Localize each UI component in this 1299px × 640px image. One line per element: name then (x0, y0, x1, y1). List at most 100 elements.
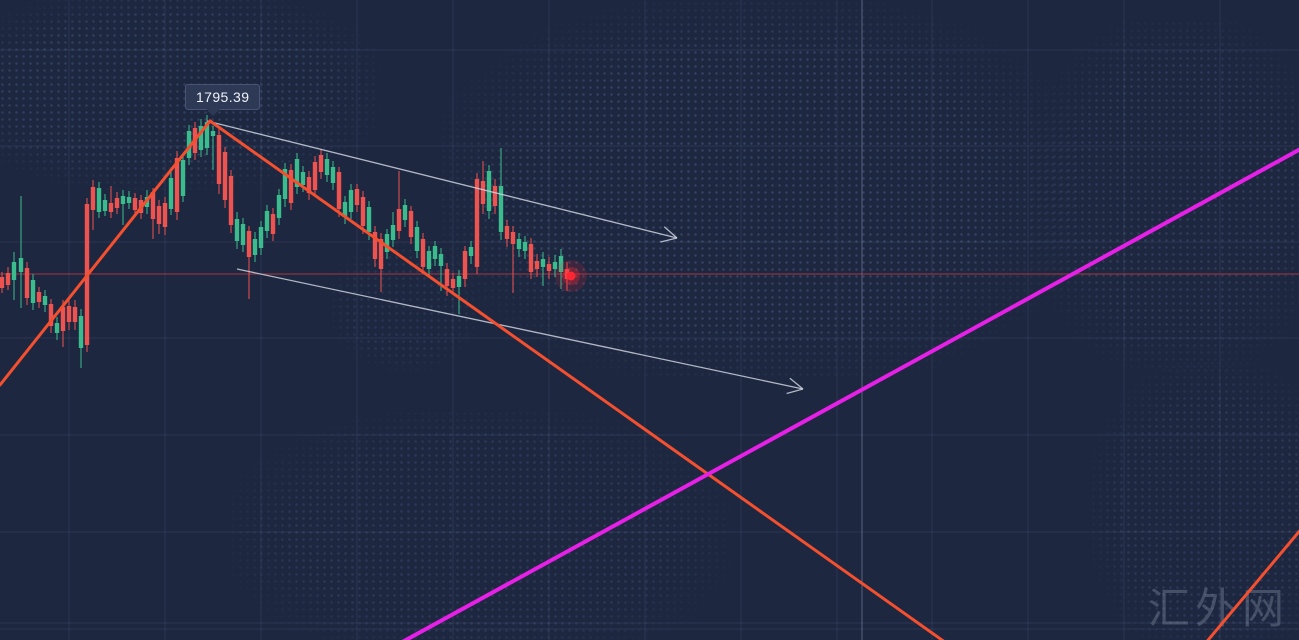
candle-body (174, 158, 180, 212)
candle-body (528, 244, 534, 272)
price-marker-dot (566, 271, 576, 281)
candle-body (96, 188, 102, 212)
candle-body (18, 258, 24, 272)
candle-body (102, 200, 108, 211)
candle-body (426, 251, 432, 269)
candle-body (24, 268, 30, 298)
candle-body (60, 307, 66, 331)
channel-upper[interactable] (206, 120, 678, 239)
channel-lines (206, 120, 804, 395)
candle-body (516, 239, 522, 249)
candle-body (366, 207, 372, 232)
magenta-uptrend[interactable] (395, 146, 1299, 640)
candle-body (372, 232, 378, 259)
candle-body (36, 292, 42, 302)
candle-body (510, 232, 516, 244)
orange-downtrend-main[interactable] (208, 119, 949, 640)
candle-body (234, 219, 240, 241)
candle-body (414, 227, 420, 251)
candle-body (186, 131, 192, 158)
candle-body (474, 179, 480, 267)
candle-body (300, 172, 306, 185)
watermark: 汇外网 (1147, 584, 1289, 633)
arrow-head (786, 388, 804, 395)
candle-body (480, 181, 486, 204)
candle-body (354, 189, 360, 205)
candle-body (282, 169, 288, 199)
candle-body (498, 186, 504, 232)
candle-body (42, 296, 48, 305)
candle-body (30, 280, 36, 303)
candle-body (198, 126, 204, 150)
candle-body (402, 205, 408, 220)
candle-body (132, 198, 138, 210)
candle-body (168, 178, 174, 209)
orange-uptrend-left[interactable] (0, 119, 212, 387)
candle-body (120, 196, 126, 204)
candle-body (90, 187, 96, 210)
candle-body (330, 167, 336, 183)
candle-body (54, 323, 60, 333)
orange-uptrend-bottom-right[interactable] (1183, 509, 1299, 640)
candle-body (348, 190, 354, 212)
candle-body (276, 195, 282, 218)
candle-body (336, 172, 342, 209)
candle-body (240, 224, 246, 245)
candle-body (258, 227, 264, 248)
candle-body (360, 197, 366, 226)
price-high-value: 1795.39 (196, 89, 250, 105)
candle-body (5, 273, 11, 285)
trend-lines (0, 119, 1299, 640)
price-high-label: 1795.39 (185, 84, 261, 116)
candlesticks (0, 115, 570, 368)
candle-body (342, 202, 348, 217)
candle-body (318, 155, 324, 172)
candle-body (162, 203, 168, 227)
candle-body (438, 254, 444, 266)
candle-body (456, 276, 462, 287)
candle-body (216, 135, 222, 184)
candle-body (306, 177, 312, 193)
candle-body (324, 159, 330, 175)
candle-body (390, 225, 396, 240)
candle-body (492, 186, 498, 206)
last-price-marker (555, 260, 587, 292)
candle-body (378, 239, 384, 269)
candle-body (444, 269, 450, 286)
candle-body (0, 277, 5, 288)
candle-body (462, 251, 468, 279)
candle-body (450, 279, 456, 288)
candle-body (72, 307, 78, 322)
candle-body (66, 306, 72, 322)
candle-body (432, 246, 438, 259)
candle-body (114, 198, 120, 208)
candle-body (396, 209, 402, 231)
candle-body (522, 242, 528, 251)
candle-body (408, 211, 414, 237)
candle-body (540, 259, 546, 267)
candle-body (48, 304, 54, 326)
candle-body (150, 192, 156, 219)
candle-body (546, 264, 552, 271)
candle-body (180, 160, 186, 196)
candle-body (108, 203, 114, 212)
candle-body (246, 231, 252, 257)
candle-body (384, 234, 390, 252)
channel-lower[interactable] (236, 268, 804, 390)
candle-body (210, 131, 216, 136)
candle-body (204, 122, 210, 148)
candle-body (78, 316, 84, 348)
candle-body (534, 261, 540, 269)
arrow-head (789, 377, 804, 390)
candle-body (420, 239, 426, 267)
candle-body (252, 239, 258, 255)
arrow-head (663, 226, 678, 239)
candle-body (156, 206, 162, 224)
candle-body (288, 170, 294, 203)
candle-body (558, 256, 564, 272)
candle-body (312, 162, 318, 190)
candle-body (294, 159, 300, 187)
candle-body (222, 152, 228, 200)
